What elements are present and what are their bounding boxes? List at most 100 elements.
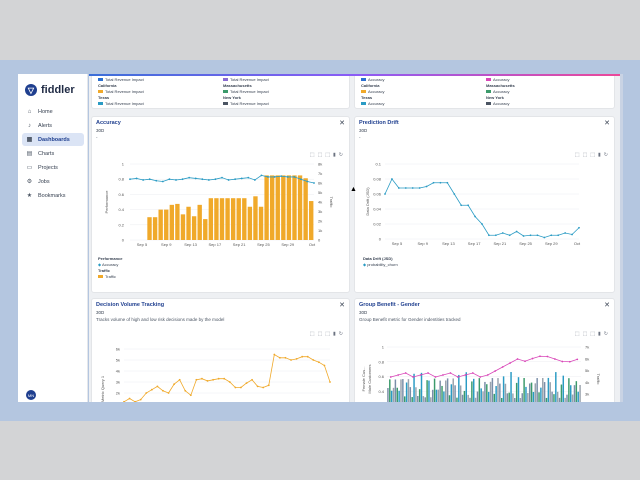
logo[interactable]: ▽ fiddler [25,84,75,96]
group-bar [463,390,466,402]
group-bar [556,391,559,402]
group-bar [387,388,389,402]
traffic-point [404,372,407,374]
group-bar [471,381,473,402]
traffic-bar [297,175,303,240]
legend-title: Traffic [98,268,111,273]
decision-point [317,361,320,364]
bar-mode-icon[interactable]: ▮ [598,331,601,337]
chart-toolbar: ⬚ ⬚ ⬚ ▮ ↻ [310,152,343,158]
y2-tick-label: 7k [318,171,322,176]
refresh-icon[interactable]: ↻ [603,152,608,158]
y-axis-label: Male Customers [367,364,372,393]
card-group-benefit: Group Benefit - Gender ✕ 30D Group Benef… [354,298,615,402]
drift-point [460,204,463,207]
legend-item: ◆ Accuracy [98,262,119,267]
group-bar [448,395,451,402]
sidebar-item-home[interactable]: ⌂ Home [22,105,84,118]
refresh-icon[interactable]: ↻ [338,152,343,158]
traffic-point [539,355,541,358]
avatar[interactable]: MN [26,390,36,400]
drift-point [501,232,504,234]
pan-icon[interactable]: ⬚ [325,152,331,158]
zoom-reset-icon[interactable]: ⬚ [582,152,588,158]
group-bar [521,393,523,402]
close-icon[interactable]: ✕ [339,302,345,309]
y2-tick-label: 6k [318,181,322,186]
legend-label: New York [486,95,504,100]
sidebar-item-projects[interactable]: ▭ Projects [22,161,84,174]
drift-point [418,187,421,189]
group-bar [532,391,535,402]
x-tick-label: Sep 13 [442,241,455,246]
y-tick-label: 0 [379,237,382,242]
sidebar-item-dashboards[interactable]: ▦ Dashboards [22,133,84,146]
group-bar [495,386,497,402]
zoom-icon[interactable]: ⬚ [574,152,580,158]
card-title[interactable]: Decision Volume Tracking [96,302,165,308]
bar-mode-icon[interactable]: ▮ [333,152,336,158]
drift-point [391,178,393,180]
group-bar [480,388,482,402]
close-icon[interactable]: ✕ [604,120,610,127]
zoom-icon[interactable]: ⬚ [309,331,315,337]
x-tick-label: Oct [309,242,316,247]
pan-icon[interactable]: ⬚ [590,152,596,158]
traffic-point [442,374,444,376]
zoom-reset-icon[interactable]: ⬚ [317,331,323,337]
decision-point [156,385,159,388]
accuracy-point [280,175,283,178]
bar-mode-icon[interactable]: ▮ [333,331,336,337]
accuracy-point [240,177,243,180]
pan-icon[interactable]: ⬚ [590,331,596,337]
y-tick-label: 0 [122,238,125,243]
y-tick-label: 3k [116,380,120,385]
legend-row: Accuracy [486,77,509,82]
zoom-icon[interactable]: ⬚ [574,331,580,337]
zoom-reset-icon[interactable]: ⬚ [317,152,323,158]
sidebar-item-charts[interactable]: ▤ Charts [22,147,84,160]
decision-point [212,378,214,381]
group-bar [452,378,454,402]
refresh-icon[interactable]: ↻ [603,331,608,337]
y2-tick-label: 4k [585,380,589,385]
x-tick-label: Sep 9 [417,241,428,246]
close-icon[interactable]: ✕ [339,120,345,127]
group-bar [506,393,509,402]
x-tick-label: Sep 25 [519,241,532,246]
sidebar-item-alerts[interactable]: ♪ Alerts [22,119,84,132]
group-bar [527,393,529,402]
sidebar-item-jobs[interactable]: ⚙ Jobs [22,175,84,188]
dashboard-canvas: Total Revenue Impact Total Revenue Impac… [89,74,620,402]
y-tick-label: 0.6 [118,192,124,197]
scrollbar-track[interactable] [620,74,623,402]
refresh-icon[interactable]: ↻ [338,331,343,337]
close-icon[interactable]: ✕ [604,302,610,309]
group-bar [493,393,495,402]
legend-row: Total Revenue Impact [98,101,144,106]
x-tick-label: Sep 25 [257,242,270,247]
decision-line [123,353,331,402]
sidebar-item-bookmarks[interactable]: ★ Bookmarks [22,189,84,202]
group-bar [508,392,510,402]
card-title[interactable]: Group Benefit - Gender [359,302,420,308]
group-bar [566,394,568,402]
bell-icon: ♪ [28,122,31,129]
decision-point [267,384,270,387]
pan-icon[interactable]: ⬚ [325,331,331,337]
decision-point [284,356,287,359]
group-bar [445,380,447,402]
card-revenue-partial: Total Revenue Impact Total Revenue Impac… [91,74,350,109]
card-title[interactable]: Prediction Drift [359,120,399,126]
bar-mode-icon[interactable]: ▮ [598,152,601,158]
traffic-point [471,372,474,374]
zoom-icon[interactable]: ⬚ [309,152,315,158]
y-tick-label: 1k [116,402,120,403]
zoom-reset-icon[interactable]: ⬚ [582,331,588,337]
group-bar [422,396,425,402]
card-title[interactable]: Accuracy [96,120,121,126]
group-bar [441,385,443,402]
group-bar [389,379,391,402]
group-bar [426,380,428,402]
traffic-point [561,360,564,363]
